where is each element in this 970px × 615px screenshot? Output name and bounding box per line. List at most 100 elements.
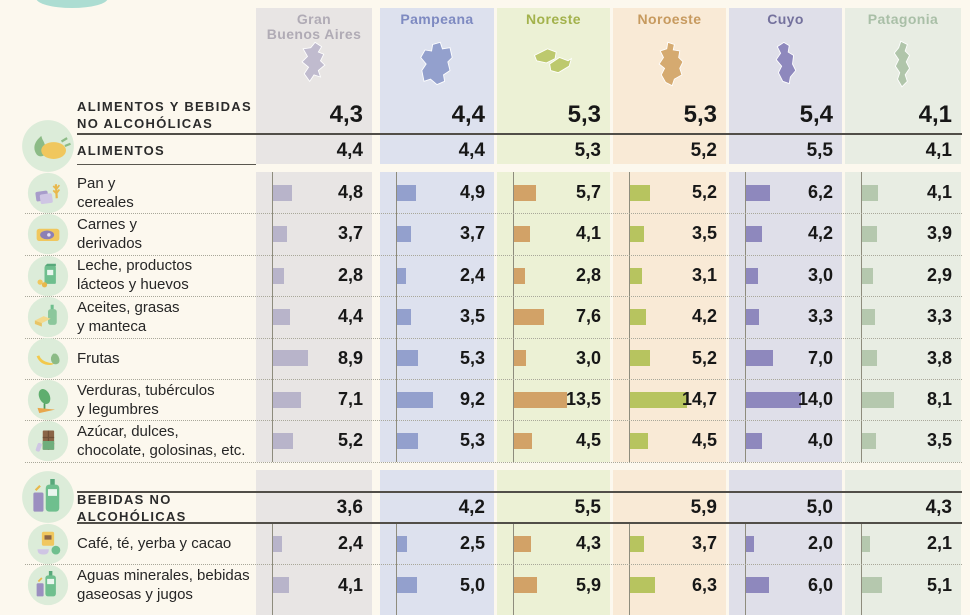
bar-gran-buenos-aires [273,184,292,201]
region-name-line: Cuyo [767,11,804,27]
map-wrap-noroeste [644,38,696,90]
bar-axis-line [861,172,862,462]
value-cell: 8,1 [926,389,952,409]
category-icon-wrap [27,420,69,462]
label-line: gaseosas y jugos [77,586,193,603]
bar-axis-line [629,172,630,462]
value-cell: 3,0 [807,264,833,285]
region-column-gran-buenos-aires [256,8,372,164]
value-cell: 5,2 [691,347,717,368]
bar-noreste [514,391,567,408]
region-name-line: Gran [296,11,332,27]
label-line: Carnes y [77,216,138,234]
dairy-eggs-icon [27,255,69,296]
label-line: NO ALCOHÓLICAS [77,115,214,131]
region-column-noroeste [613,8,726,164]
category-icon-wrap [27,213,69,255]
value-cell: 4,2 [691,306,717,327]
bar-patagonia [862,308,875,325]
value-cell: 4,4 [337,306,363,327]
bar-cuyo [746,184,771,201]
value-cell: 2,8 [575,264,601,285]
bar-gran-buenos-aires [273,433,294,450]
label-line: y legumbres [77,400,159,418]
bar-noroeste [630,308,647,325]
row-label: Frutas [77,338,255,379]
value-cell: 8,9 [337,347,363,368]
row-separator [25,564,962,565]
meat-icon [27,213,69,255]
value-cell: 14,0 [797,389,833,409]
cropped-top-icon [36,0,108,8]
value-cell: 2,9 [926,264,952,285]
food-section-icon [22,120,74,172]
value-cell: 13,5 [565,389,601,409]
bar-noroeste [630,184,651,201]
map-noroeste-icon [658,41,684,87]
bar-axis-line [861,523,862,615]
bar-patagonia [862,350,877,367]
value-cell: 5,4 [799,101,833,128]
bread-cereal-icon [27,172,69,213]
value-cell: 5,1 [926,575,952,595]
map-wrap-patagonia [877,38,929,90]
value-cell: 4,9 [459,182,485,202]
value-cell: 5,0 [459,575,485,595]
label-line: BEBIDAS NO ALCOHÓLICAS [77,491,187,524]
bar-gran-buenos-aires [273,535,283,552]
value-cell: 5,2 [690,140,717,161]
value-cell: 5,9 [690,497,717,518]
value-cell: 6,0 [807,575,833,595]
section-label: BEBIDAS NO ALCOHÓLICAS [77,491,255,524]
value-cell: 5,0 [806,497,833,518]
bar-noroeste [630,577,655,593]
label-line: cereales [77,193,134,211]
bar-noroeste [630,350,651,367]
label-line: Verduras, tubérculos [77,381,215,399]
section-rule [77,491,962,493]
bar-noreste [514,226,530,243]
value-cell: 3,7 [459,223,485,244]
water-soda-juice-icon [27,564,69,606]
label-line: Azúcar, dulces, [77,423,179,441]
section-rule [77,133,962,135]
bar-patagonia [862,184,878,201]
label-line: Aceites, grasas [77,298,180,316]
bar-axis-line [396,172,397,462]
value-cell: 5,5 [574,497,601,518]
value-cell: 3,1 [691,264,717,285]
row-label: Azúcar, dulces, chocolate, golosinas, etc… [77,420,255,462]
bar-gran-buenos-aires [273,350,308,367]
value-cell: 4,0 [807,430,833,451]
bar-patagonia [862,577,882,593]
bar-pampeana [397,350,418,367]
category-icon-wrap [21,119,75,173]
value-cell: 3,7 [337,223,363,244]
value-cell: 4,5 [691,430,717,451]
bar-noroeste [630,391,688,408]
bar-patagonia [862,267,874,284]
bar-noreste [514,433,532,450]
bar-pampeana [397,577,417,593]
row-label: Aguas minerales, bebidas gaseosas y jugos [77,564,255,606]
value-cell: 5,5 [806,140,833,161]
value-cell: 2,4 [337,533,363,553]
row-separator [25,462,962,463]
bar-noreste [514,308,544,325]
bar-cuyo [746,433,762,450]
region-header-noreste: Noreste [497,12,610,27]
value-cell: 4,1 [926,182,952,202]
region-name-line: Noroeste [637,11,702,27]
category-icon-wrap [27,523,69,565]
row-separator [25,420,962,421]
value-cell: 4,1 [925,140,952,161]
region-header-gran-buenos-aires: Gran Buenos Aires [256,12,372,42]
value-cell: 3,0 [575,347,601,368]
fruit-icon [27,338,69,379]
bar-cuyo [746,267,758,284]
bar-axis-line [629,523,630,615]
category-icon-wrap [27,564,69,606]
row-separator [25,338,962,339]
region-column-noreste [497,8,610,164]
vegetables-icon [27,379,69,420]
